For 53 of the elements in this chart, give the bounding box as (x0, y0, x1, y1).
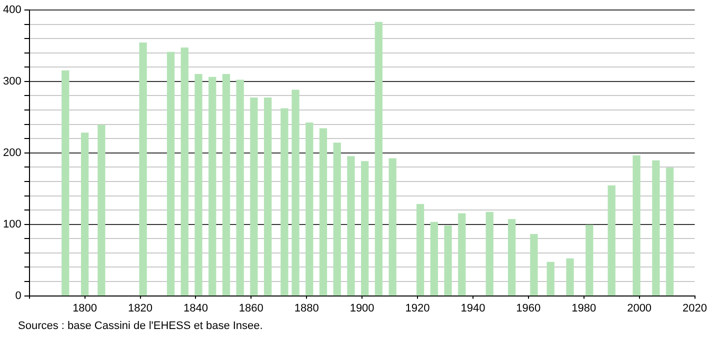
bar (632, 155, 640, 296)
bar (80, 132, 89, 296)
bar (444, 225, 452, 296)
bar (208, 76, 216, 296)
bar (139, 42, 147, 296)
bar (374, 22, 383, 296)
bar (486, 212, 494, 296)
bar (236, 80, 244, 296)
bar (166, 52, 175, 296)
source-note: Sources : base Cassini de l'EHESS et base Insee. (18, 320, 263, 332)
bar (586, 224, 594, 296)
bar (652, 160, 660, 296)
bar (194, 74, 202, 296)
bar (333, 142, 341, 296)
bar (292, 90, 300, 296)
bar (222, 74, 230, 296)
bar (666, 168, 674, 296)
bar (508, 219, 516, 296)
x-tick-label: 1960 (516, 302, 541, 314)
bar (62, 70, 70, 296)
y-tick-label: 300 (2, 75, 22, 88)
x-tick-label: 1880 (294, 302, 319, 314)
bar (98, 124, 106, 296)
x-tick-label: 1860 (238, 302, 264, 314)
x-tick-label: 1940 (460, 302, 486, 314)
bar (458, 213, 466, 296)
x-tick-label: 1820 (128, 302, 152, 314)
bar (430, 222, 438, 296)
bar (608, 185, 616, 296)
x-tick-label: 1800 (72, 302, 98, 314)
bar (361, 161, 369, 296)
y-tick-label: 200 (2, 146, 22, 159)
y-tick-label: 0 (15, 290, 22, 302)
bar (566, 258, 574, 296)
x-tick-label: 2020 (682, 302, 708, 314)
bar (280, 108, 288, 296)
x-tick-label: 1920 (405, 302, 430, 314)
x-tick-label: 1980 (572, 302, 596, 314)
bar (306, 122, 314, 296)
bar (264, 98, 272, 296)
bar (180, 48, 188, 296)
y-tick-label: 100 (2, 218, 22, 230)
bar (416, 204, 424, 296)
bar (250, 98, 258, 296)
y-tick-label: 400 (2, 4, 22, 16)
bar (530, 234, 538, 296)
bar (388, 158, 396, 296)
bar (546, 262, 554, 296)
x-tick-label: 2000 (627, 302, 652, 314)
bar (319, 128, 328, 296)
x-tick-label: 1900 (350, 302, 374, 314)
x-tick-label: 1840 (183, 302, 208, 314)
bar (347, 156, 355, 296)
